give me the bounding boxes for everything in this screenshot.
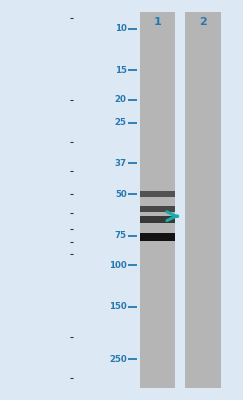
Bar — [185, 12, 221, 388]
Text: 50: 50 — [115, 190, 127, 198]
Text: 100: 100 — [109, 261, 127, 270]
Bar — [140, 12, 175, 388]
Text: 75: 75 — [115, 231, 127, 240]
Bar — [140, 233, 175, 241]
Text: 1: 1 — [154, 17, 161, 27]
Text: 250: 250 — [109, 355, 127, 364]
Text: 150: 150 — [109, 302, 127, 312]
Bar — [140, 191, 175, 197]
Text: 10: 10 — [115, 24, 127, 33]
Bar — [140, 206, 175, 212]
Text: 2: 2 — [199, 17, 207, 27]
Text: 37: 37 — [114, 159, 127, 168]
Text: 15: 15 — [115, 66, 127, 75]
Bar — [140, 216, 175, 223]
Text: 20: 20 — [115, 96, 127, 104]
Text: 25: 25 — [115, 118, 127, 127]
